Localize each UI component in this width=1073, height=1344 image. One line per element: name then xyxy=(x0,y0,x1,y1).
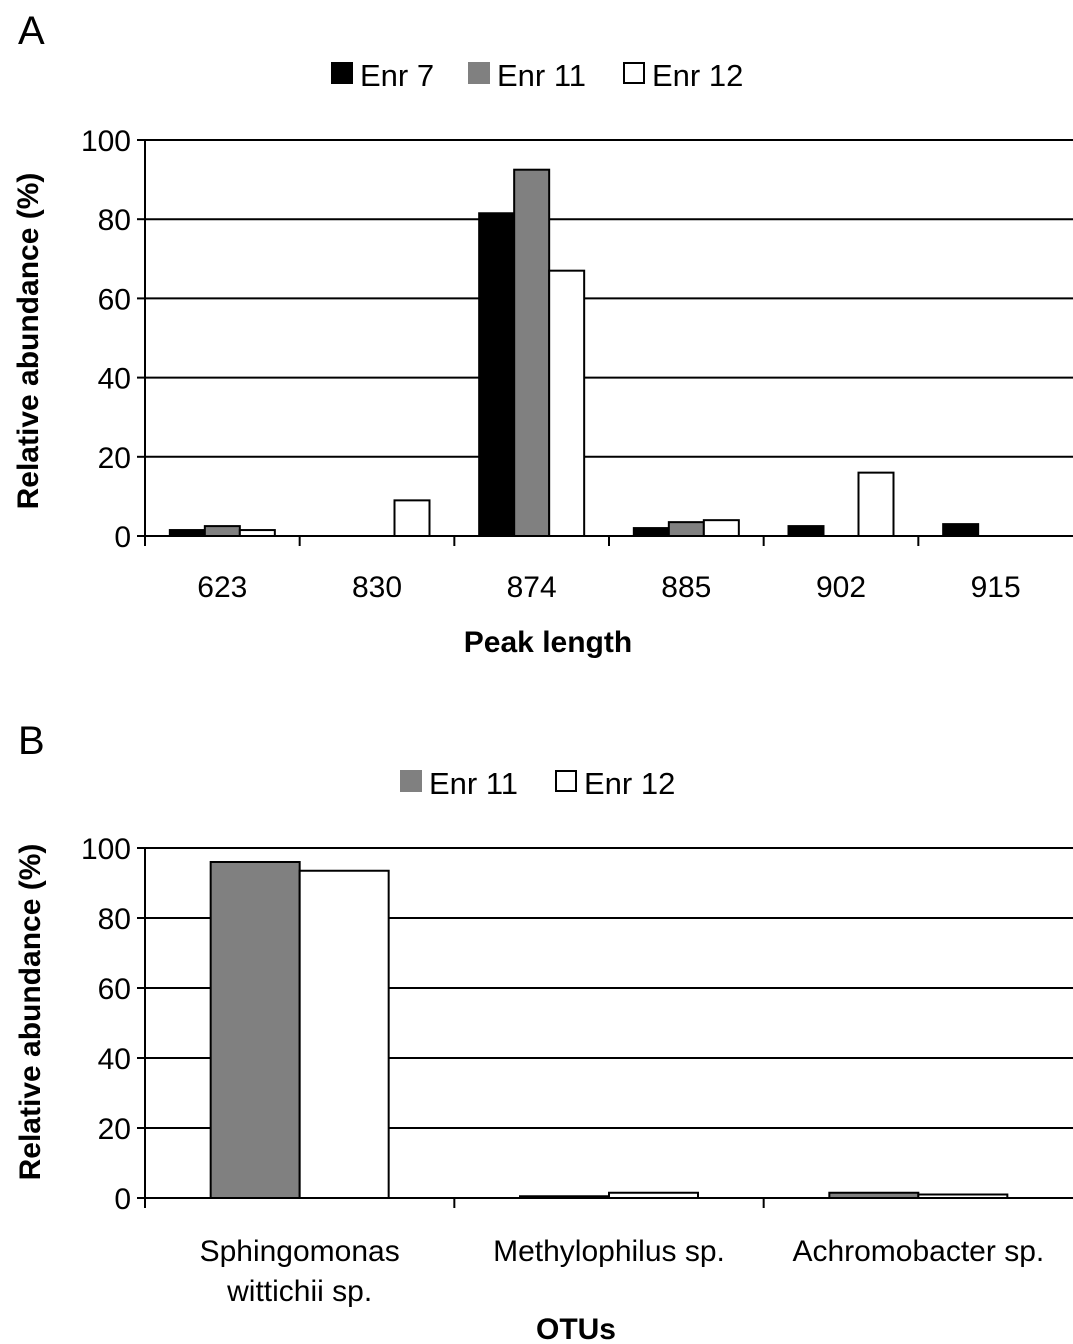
bar xyxy=(828,1191,920,1199)
bar xyxy=(298,869,390,1199)
legend-label: Enr 12 xyxy=(652,58,743,93)
x-axis-title-b: OTUs xyxy=(536,1313,616,1344)
y-tick-label: 20 xyxy=(98,1113,131,1146)
x-tick-label: Methylophilus sp. xyxy=(493,1235,725,1268)
y-tick-label: 0 xyxy=(114,1183,131,1216)
legend-swatch xyxy=(331,62,353,84)
legend-swatch xyxy=(400,770,422,792)
bar xyxy=(513,168,551,537)
bar xyxy=(393,499,431,537)
bar xyxy=(787,525,825,537)
y-tick-label: 40 xyxy=(98,1043,131,1076)
bar xyxy=(548,269,586,537)
legend-swatch xyxy=(468,62,490,84)
x-tick-label: Achromobacter sp. xyxy=(792,1235,1044,1268)
x-tick-label: 902 xyxy=(816,571,866,604)
bar xyxy=(209,861,301,1199)
plot-a: 0 20 40 60 80 100 623 830 874 885 902 915 xyxy=(81,125,1073,604)
legend-swatch xyxy=(555,770,577,792)
y-tick-label: 100 xyxy=(81,833,131,866)
legend-label: Enr 7 xyxy=(360,58,434,93)
panel-label-a: A xyxy=(18,9,45,53)
legend-b: Enr 11 Enr 12 xyxy=(400,766,675,801)
y-tick-label: 100 xyxy=(81,125,131,158)
bar xyxy=(632,527,670,538)
legend-label: Enr 12 xyxy=(584,766,675,801)
x-tick-label: Sphingomonas xyxy=(200,1235,400,1268)
y-tick-label: 60 xyxy=(98,283,131,316)
y-tick-label: 80 xyxy=(98,903,131,936)
bar xyxy=(478,212,516,537)
bar xyxy=(238,529,276,537)
y-tick-label: 40 xyxy=(98,363,131,396)
plot-b: 0 20 40 60 80 100 Sphingomonas wittichii sp. Met… xyxy=(81,833,1073,1308)
panel-a: A Enr 7 Enr 11 Enr 12 0 20 40 60 80 100 623 830 87… xyxy=(12,9,1073,659)
panel-label-b: B xyxy=(18,719,45,763)
bar xyxy=(667,521,705,538)
y-tick-label: 0 xyxy=(114,521,131,554)
y-axis-title-a: Relative abundance (%) xyxy=(12,173,45,510)
x-tick-label: 874 xyxy=(507,571,557,604)
x-tick-label: 623 xyxy=(197,571,247,604)
y-tick-label: 20 xyxy=(98,442,131,475)
bar xyxy=(203,525,241,537)
legend-swatch xyxy=(623,62,645,84)
y-tick-label: 80 xyxy=(98,204,131,237)
bar xyxy=(702,519,740,537)
x-tick-label: 885 xyxy=(661,571,711,604)
bar xyxy=(857,471,895,538)
bar xyxy=(917,1193,1009,1199)
legend-label: Enr 11 xyxy=(497,58,586,93)
legend-a: Enr 7 Enr 11 Enr 12 xyxy=(331,58,743,93)
x-tick-label: 915 xyxy=(971,571,1021,604)
bar xyxy=(942,523,980,537)
bar xyxy=(168,529,206,537)
x-tick-label: wittichii sp. xyxy=(226,1275,372,1308)
bar xyxy=(608,1191,699,1199)
y-tick-label: 60 xyxy=(98,973,131,1006)
legend-label: Enr 11 xyxy=(429,766,518,801)
y-axis-title-b: Relative abundance (%) xyxy=(14,844,47,1181)
x-axis-title-a: Peak length xyxy=(464,626,632,659)
bar xyxy=(519,1195,610,1199)
panel-b: B Enr 11 Enr 12 0 20 40 60 80 100 Sphingomonas w… xyxy=(14,719,1073,1344)
x-tick-label: 830 xyxy=(352,571,402,604)
